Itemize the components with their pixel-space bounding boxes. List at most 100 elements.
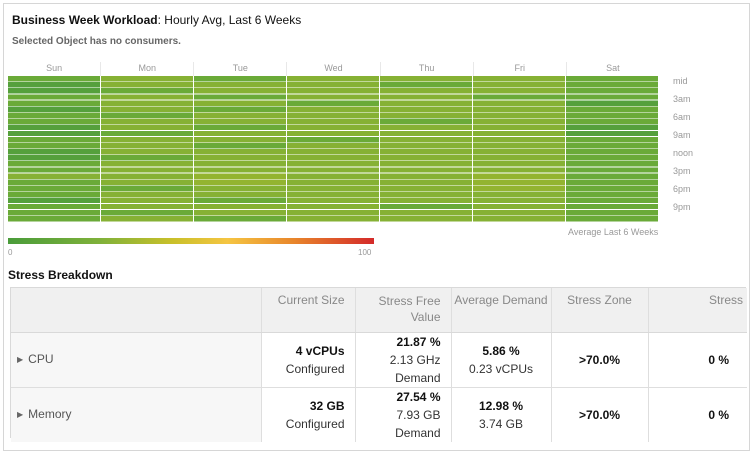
heatmap-cell[interactable]: [380, 215, 472, 222]
heatmap-cell[interactable]: [380, 203, 472, 210]
heatmap-cell[interactable]: [566, 173, 658, 179]
heatmap-cell[interactable]: [380, 100, 472, 106]
workload-heatmap[interactable]: [8, 76, 659, 222]
heatmap-cell[interactable]: [8, 124, 100, 131]
heatmap-cell[interactable]: [8, 167, 100, 173]
heatmap-cell[interactable]: [194, 106, 286, 112]
heatmap-cell[interactable]: [101, 161, 193, 167]
heatmap-cell[interactable]: [566, 130, 658, 137]
heatmap-cell[interactable]: [101, 173, 193, 179]
heatmap-cell[interactable]: [8, 106, 100, 112]
heatmap-cell[interactable]: [566, 197, 658, 204]
heatmap-cell[interactable]: [287, 215, 379, 222]
heatmap-cell[interactable]: [101, 94, 193, 100]
heatmap-cell[interactable]: [287, 191, 379, 198]
heatmap-cell[interactable]: [194, 142, 286, 149]
heatmap-cell[interactable]: [473, 100, 565, 106]
heatmap-cell[interactable]: [566, 155, 658, 161]
heatmap-cell[interactable]: [101, 149, 193, 155]
heatmap-cell[interactable]: [287, 94, 379, 100]
heatmap-cell[interactable]: [194, 94, 286, 100]
heatmap-cell[interactable]: [473, 124, 565, 131]
heatmap-cell[interactable]: [101, 88, 193, 94]
heatmap-cell[interactable]: [194, 197, 286, 204]
heatmap-cell[interactable]: [287, 112, 379, 118]
heatmap-cell[interactable]: [473, 142, 565, 149]
heatmap-cell[interactable]: [194, 88, 286, 94]
heatmap-cell[interactable]: [194, 167, 286, 173]
heatmap-cell[interactable]: [8, 203, 100, 210]
heatmap-cell[interactable]: [380, 112, 472, 118]
heatmap-cell[interactable]: [566, 88, 658, 94]
heatmap-cell[interactable]: [194, 179, 286, 185]
heatmap-cell[interactable]: [287, 167, 379, 173]
heatmap-cell[interactable]: [101, 209, 193, 216]
heatmap-cell[interactable]: [566, 161, 658, 167]
heatmap-cell[interactable]: [194, 155, 286, 161]
heatmap-cell[interactable]: [101, 118, 193, 125]
heatmap-cell[interactable]: [8, 112, 100, 118]
heatmap-cell[interactable]: [380, 161, 472, 167]
heatmap-cell[interactable]: [194, 82, 286, 88]
heatmap-cell[interactable]: [473, 161, 565, 167]
heatmap-cell[interactable]: [287, 142, 379, 149]
heatmap-cell[interactable]: [8, 209, 100, 216]
heatmap-cell[interactable]: [380, 197, 472, 204]
heatmap-cell[interactable]: [194, 118, 286, 125]
expand-caret-icon[interactable]: ▶: [17, 355, 24, 364]
heatmap-cell[interactable]: [8, 142, 100, 149]
heatmap-cell[interactable]: [194, 215, 286, 222]
heatmap-cell[interactable]: [566, 209, 658, 216]
heatmap-cell[interactable]: [566, 76, 658, 82]
heatmap-cell[interactable]: [101, 197, 193, 204]
heatmap-cell[interactable]: [473, 94, 565, 100]
heatmap-cell[interactable]: [380, 142, 472, 149]
heatmap-cell[interactable]: [566, 112, 658, 118]
heatmap-cell[interactable]: [101, 185, 193, 191]
heatmap-cell[interactable]: [473, 106, 565, 112]
heatmap-cell[interactable]: [473, 82, 565, 88]
heatmap-cell[interactable]: [566, 100, 658, 106]
heatmap-cell[interactable]: [8, 100, 100, 106]
heatmap-cell[interactable]: [380, 149, 472, 155]
heatmap-cell[interactable]: [287, 161, 379, 167]
heatmap-cell[interactable]: [566, 179, 658, 185]
heatmap-cell[interactable]: [287, 130, 379, 137]
heatmap-cell[interactable]: [194, 149, 286, 155]
heatmap-cell[interactable]: [287, 173, 379, 179]
heatmap-cell[interactable]: [101, 124, 193, 131]
heatmap-cell[interactable]: [566, 167, 658, 173]
heatmap-cell[interactable]: [473, 191, 565, 198]
heatmap-cell[interactable]: [380, 191, 472, 198]
column-header-average-demand[interactable]: Average Demand: [450, 288, 551, 333]
heatmap-cell[interactable]: [101, 106, 193, 112]
heatmap-cell[interactable]: [473, 112, 565, 118]
heatmap-cell[interactable]: [8, 88, 100, 94]
heatmap-cell[interactable]: [194, 112, 286, 118]
heatmap-cell[interactable]: [566, 215, 658, 222]
heatmap-cell[interactable]: [473, 167, 565, 173]
heatmap-cell[interactable]: [8, 118, 100, 125]
column-header-stress[interactable]: Stress: [647, 288, 747, 333]
heatmap-cell[interactable]: [380, 118, 472, 125]
heatmap-cell[interactable]: [194, 185, 286, 191]
heatmap-cell[interactable]: [287, 118, 379, 125]
heatmap-cell[interactable]: [194, 76, 286, 82]
heatmap-cell[interactable]: [101, 82, 193, 88]
heatmap-cell[interactable]: [8, 173, 100, 179]
heatmap-cell[interactable]: [380, 155, 472, 161]
heatmap-cell[interactable]: [287, 197, 379, 204]
heatmap-cell[interactable]: [101, 136, 193, 143]
heatmap-cell[interactable]: [101, 203, 193, 210]
heatmap-cell[interactable]: [380, 130, 472, 137]
heatmap-cell[interactable]: [380, 124, 472, 131]
heatmap-cell[interactable]: [8, 155, 100, 161]
heatmap-cell[interactable]: [473, 118, 565, 125]
heatmap-cell[interactable]: [380, 185, 472, 191]
heatmap-cell[interactable]: [473, 76, 565, 82]
heatmap-cell[interactable]: [566, 185, 658, 191]
heatmap-cell[interactable]: [194, 203, 286, 210]
heatmap-cell[interactable]: [101, 215, 193, 222]
heatmap-cell[interactable]: [101, 155, 193, 161]
heatmap-cell[interactable]: [380, 167, 472, 173]
